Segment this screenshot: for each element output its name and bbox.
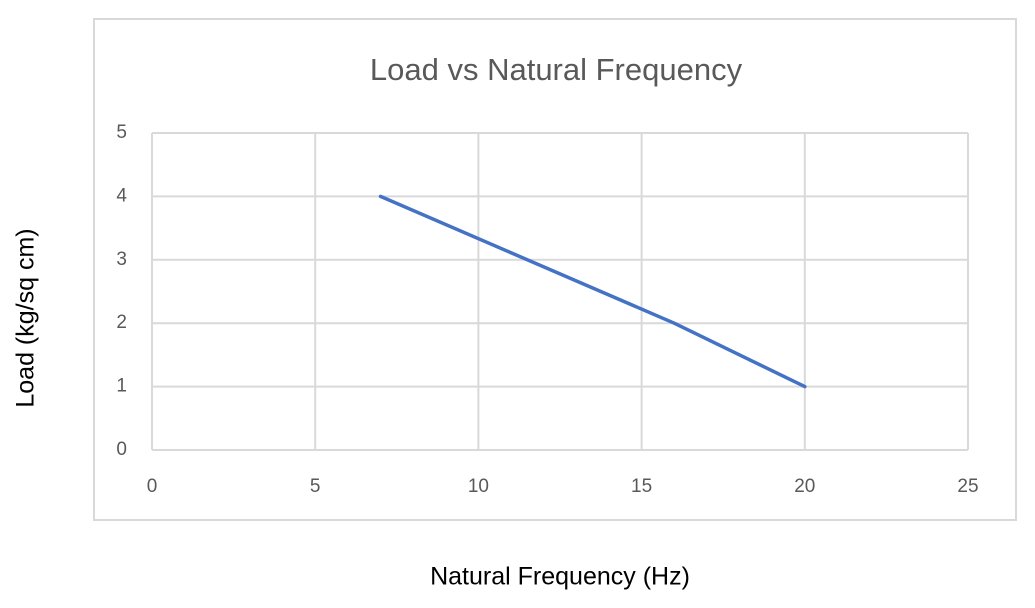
x-tick-label: 0	[147, 476, 158, 497]
chart-title: Load vs Natural Frequency	[370, 52, 743, 87]
y-tick-label: 0	[116, 439, 127, 460]
x-axis-title: Natural Frequency (Hz)	[430, 563, 690, 591]
x-tick-label: 10	[468, 476, 489, 497]
x-tick-label: 25	[957, 476, 978, 497]
y-tick-label: 2	[116, 312, 127, 333]
y-tick-label: 5	[116, 122, 127, 143]
y-tick-label: 4	[116, 185, 127, 206]
y-tick-label: 3	[116, 249, 127, 270]
data-line	[378, 194, 807, 389]
y-axis-title: Load (kg/sq cm)	[12, 228, 40, 407]
chart-frame	[93, 18, 1017, 521]
x-tick-label: 20	[794, 476, 815, 497]
y-tick-label: 1	[116, 376, 127, 397]
x-tick-label: 5	[310, 476, 321, 497]
x-tick-label: 15	[631, 476, 652, 497]
